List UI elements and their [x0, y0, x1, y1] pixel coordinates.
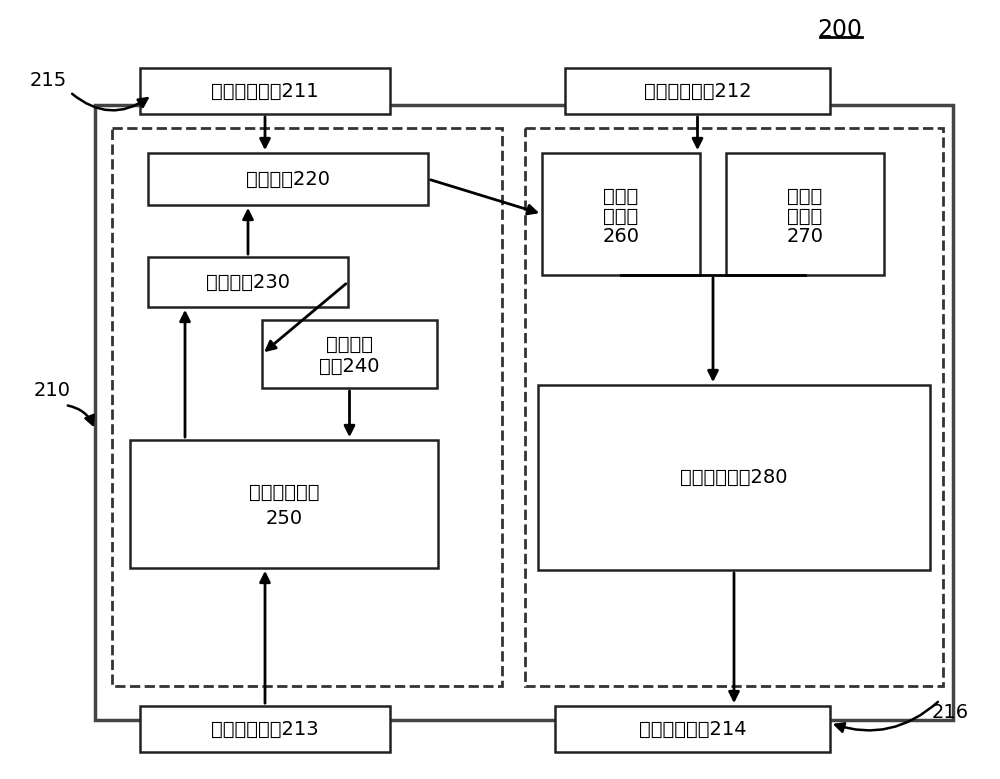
FancyArrowPatch shape: [72, 93, 147, 111]
Bar: [538, 385, 930, 570]
Bar: [148, 257, 348, 307]
Text: 270: 270: [786, 227, 824, 245]
Text: 210: 210: [34, 380, 70, 400]
Text: 216: 216: [931, 703, 969, 721]
Text: 测模块: 测模块: [787, 206, 823, 225]
Text: 背光探测: 背光探测: [326, 334, 373, 354]
Bar: [140, 706, 390, 752]
Text: 第二光纤接口212: 第二光纤接口212: [644, 82, 751, 100]
Text: 信号控制模块280: 信号控制模块280: [680, 468, 788, 487]
Bar: [140, 68, 390, 114]
Bar: [726, 153, 884, 275]
Bar: [112, 128, 502, 686]
Bar: [148, 153, 428, 205]
Text: 第一光纤接口211: 第一光纤接口211: [211, 82, 319, 100]
Text: 发光模块230: 发光模块230: [206, 273, 290, 291]
FancyArrowPatch shape: [835, 702, 938, 731]
Text: 260: 260: [602, 227, 640, 245]
Text: 215: 215: [29, 71, 67, 90]
Text: 第二电性接口214: 第二电性接口214: [639, 720, 746, 738]
Bar: [542, 153, 700, 275]
Bar: [525, 128, 943, 686]
Text: 测模块: 测模块: [603, 206, 639, 225]
Bar: [555, 706, 830, 752]
Text: 第一探: 第一探: [603, 186, 639, 206]
Text: 分光模块220: 分光模块220: [246, 170, 330, 189]
Text: 第一电性接口213: 第一电性接口213: [211, 720, 319, 738]
Text: 200: 200: [818, 18, 862, 42]
FancyArrowPatch shape: [68, 406, 94, 425]
Text: 模块240: 模块240: [319, 357, 380, 375]
Bar: [262, 320, 437, 388]
Bar: [130, 440, 438, 568]
Text: 250: 250: [265, 509, 303, 527]
Bar: [95, 105, 953, 720]
Text: 功率控制模块: 功率控制模块: [249, 482, 319, 502]
Text: 第二探: 第二探: [787, 186, 823, 206]
Bar: [565, 68, 830, 114]
